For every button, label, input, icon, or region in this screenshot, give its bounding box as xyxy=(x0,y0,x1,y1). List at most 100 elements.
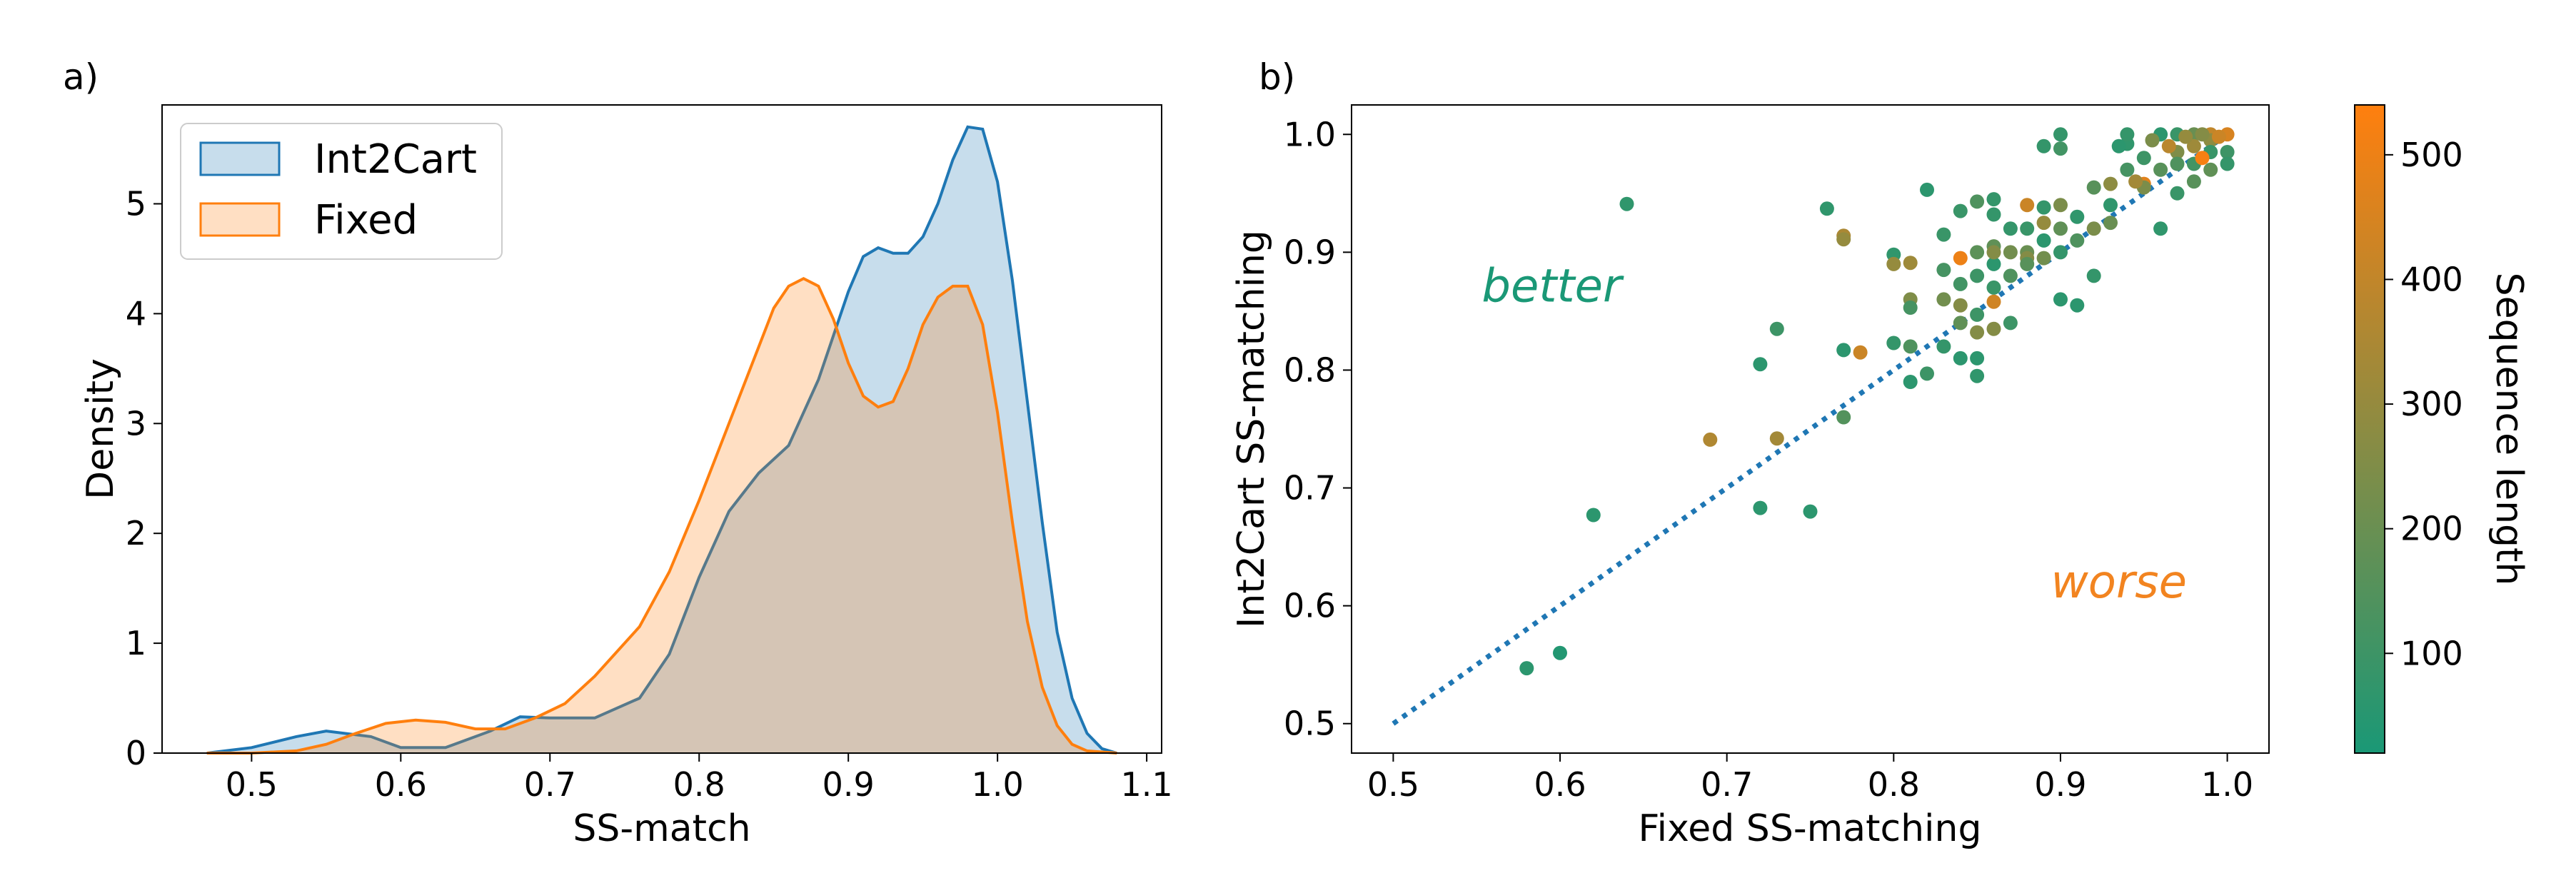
scatter-point xyxy=(1986,192,2001,207)
colorbar-tick-label: 200 xyxy=(2400,510,2463,548)
scatter-point xyxy=(1986,207,2001,222)
scatter-point xyxy=(2170,186,2185,201)
x-tick-label: 0.9 xyxy=(2034,765,2086,804)
scatter-point xyxy=(2020,256,2035,271)
x-tick-label: 0.8 xyxy=(673,765,725,804)
legend-label-int2cart: Int2Cart xyxy=(314,136,477,183)
annotation-worse: worse xyxy=(2051,556,2187,609)
panel-a: a) 0.5 0.6 0.7 0.8 0.9 1.0 1.1 0 1 2 3 4 5 SS-match… xyxy=(63,56,1173,850)
scatter-point xyxy=(2053,245,2068,260)
density-line-int2cart xyxy=(206,125,1117,755)
scatter-point xyxy=(2036,138,2051,153)
scatter-point xyxy=(2053,292,2068,307)
scatter-point xyxy=(1836,343,1851,358)
scatter-point xyxy=(1986,321,2001,336)
scatter-point xyxy=(1936,292,1951,307)
scatter-point xyxy=(2036,251,2051,266)
y-tick-label: 0 xyxy=(126,734,146,772)
scatter-point xyxy=(2153,221,2168,236)
y-tick-label: 1.0 xyxy=(1284,115,1336,153)
x-tick-label: 0.6 xyxy=(1534,765,1586,804)
scatter-point xyxy=(1920,366,1934,381)
scatter-point xyxy=(1619,196,1634,211)
scatter-point xyxy=(1986,245,2001,260)
y-tick-label: 1 xyxy=(126,624,146,662)
y-tick-label: 0.9 xyxy=(1284,233,1336,271)
colorbar: 100 200 300 400 500 Sequence length xyxy=(2354,104,2530,754)
panel-b-frame xyxy=(1351,104,2270,754)
x-tick-label: 0.5 xyxy=(1367,765,1419,804)
panel-b-y-axis-label: Int2Cart SS-matching xyxy=(1230,230,1273,628)
panel-a-x-ticks: 0.5 0.6 0.7 0.8 0.9 1.0 1.1 xyxy=(226,753,1173,804)
scatter-point xyxy=(1836,410,1851,425)
x-tick-label: 0.5 xyxy=(226,765,278,804)
scatter-point xyxy=(2036,200,2051,215)
density-line-fixed xyxy=(206,276,1117,755)
scatter-point xyxy=(2003,245,2018,260)
scatter-point xyxy=(1753,500,1768,515)
density-curves xyxy=(206,125,1117,755)
scatter-point xyxy=(1753,357,1768,372)
scatter-point xyxy=(2020,221,2035,236)
scatter-point xyxy=(2220,156,2235,171)
scatter-point xyxy=(1970,245,1985,260)
colorbar-tick-label: 500 xyxy=(2400,136,2463,174)
panel-b-y-ticks: 0.5 0.6 0.7 0.8 0.9 1.0 xyxy=(1284,115,1352,743)
scatter-point xyxy=(1903,301,1918,315)
scatter-point xyxy=(1703,432,1718,447)
scatter-point xyxy=(1519,661,1534,676)
scatter-point xyxy=(2128,174,2143,189)
scatter-point xyxy=(2161,138,2176,153)
y-tick-label: 0.5 xyxy=(1284,705,1336,743)
scatter-point xyxy=(2111,138,2126,153)
scatter-point xyxy=(1853,345,1868,360)
legend-swatch-fixed xyxy=(199,202,281,237)
scatter-point xyxy=(1819,201,1834,216)
x-tick-label: 0.7 xyxy=(1701,765,1753,804)
colorbar-label: Sequence length xyxy=(2487,273,2530,586)
scatter-point xyxy=(1903,339,1918,354)
scatter-point xyxy=(2086,221,2101,236)
scatter-point xyxy=(1970,368,1985,383)
y-tick-label: 0.8 xyxy=(1284,350,1336,389)
scatter-point xyxy=(1553,645,1567,660)
scatter-point xyxy=(1986,256,2001,271)
scatter-point xyxy=(2053,141,2068,156)
scatter-point xyxy=(2053,127,2068,142)
scatter-point xyxy=(1903,256,1918,271)
x-tick-label: 0.7 xyxy=(524,765,576,804)
y-tick-label: 5 xyxy=(126,185,146,223)
scatter-point xyxy=(2003,316,2018,331)
panel-b: b) 0.5 0.6 0.7 0.8 0.9 1.0 0.5 0.6 0.7 0.8 0.9 1.0… xyxy=(1230,56,2530,850)
x-tick-label: 1.0 xyxy=(2201,765,2253,804)
scatter-point xyxy=(2120,162,2135,177)
scatter-point xyxy=(1886,256,1901,271)
y-tick-label: 4 xyxy=(126,294,146,333)
scatter-point xyxy=(1970,325,1985,340)
scatter-point xyxy=(2203,162,2218,177)
scatter-point xyxy=(1936,263,1951,278)
scatter-point xyxy=(2170,156,2185,171)
x-tick-label: 0.9 xyxy=(822,765,875,804)
y-tick-label: 3 xyxy=(126,404,146,443)
panel-b-x-axis-label: Fixed SS-matching xyxy=(1639,807,1982,850)
scatter-point xyxy=(2086,180,2101,195)
scatter-point xyxy=(1970,350,1985,365)
diagonal-line xyxy=(1392,132,2229,726)
scatter-point xyxy=(1803,504,1818,519)
scatter-point xyxy=(2070,298,2085,313)
scatter-point xyxy=(2103,216,2118,231)
scatter-point xyxy=(1953,316,1968,331)
x-tick-label: 1.0 xyxy=(972,765,1024,804)
scatter-point xyxy=(1769,431,1784,446)
scatter-point xyxy=(2103,176,2118,191)
colorbar-tick-label: 100 xyxy=(2400,634,2463,672)
panel-b-x-ticks: 0.5 0.6 0.7 0.8 0.9 1.0 xyxy=(1367,753,2253,804)
scatter-point xyxy=(1953,298,1968,313)
scatter-point xyxy=(1903,375,1918,389)
scatter-point xyxy=(1936,227,1951,242)
scatter-point xyxy=(2220,145,2235,159)
scatter-point xyxy=(2070,209,2085,224)
y-tick-label: 0.7 xyxy=(1284,469,1336,508)
